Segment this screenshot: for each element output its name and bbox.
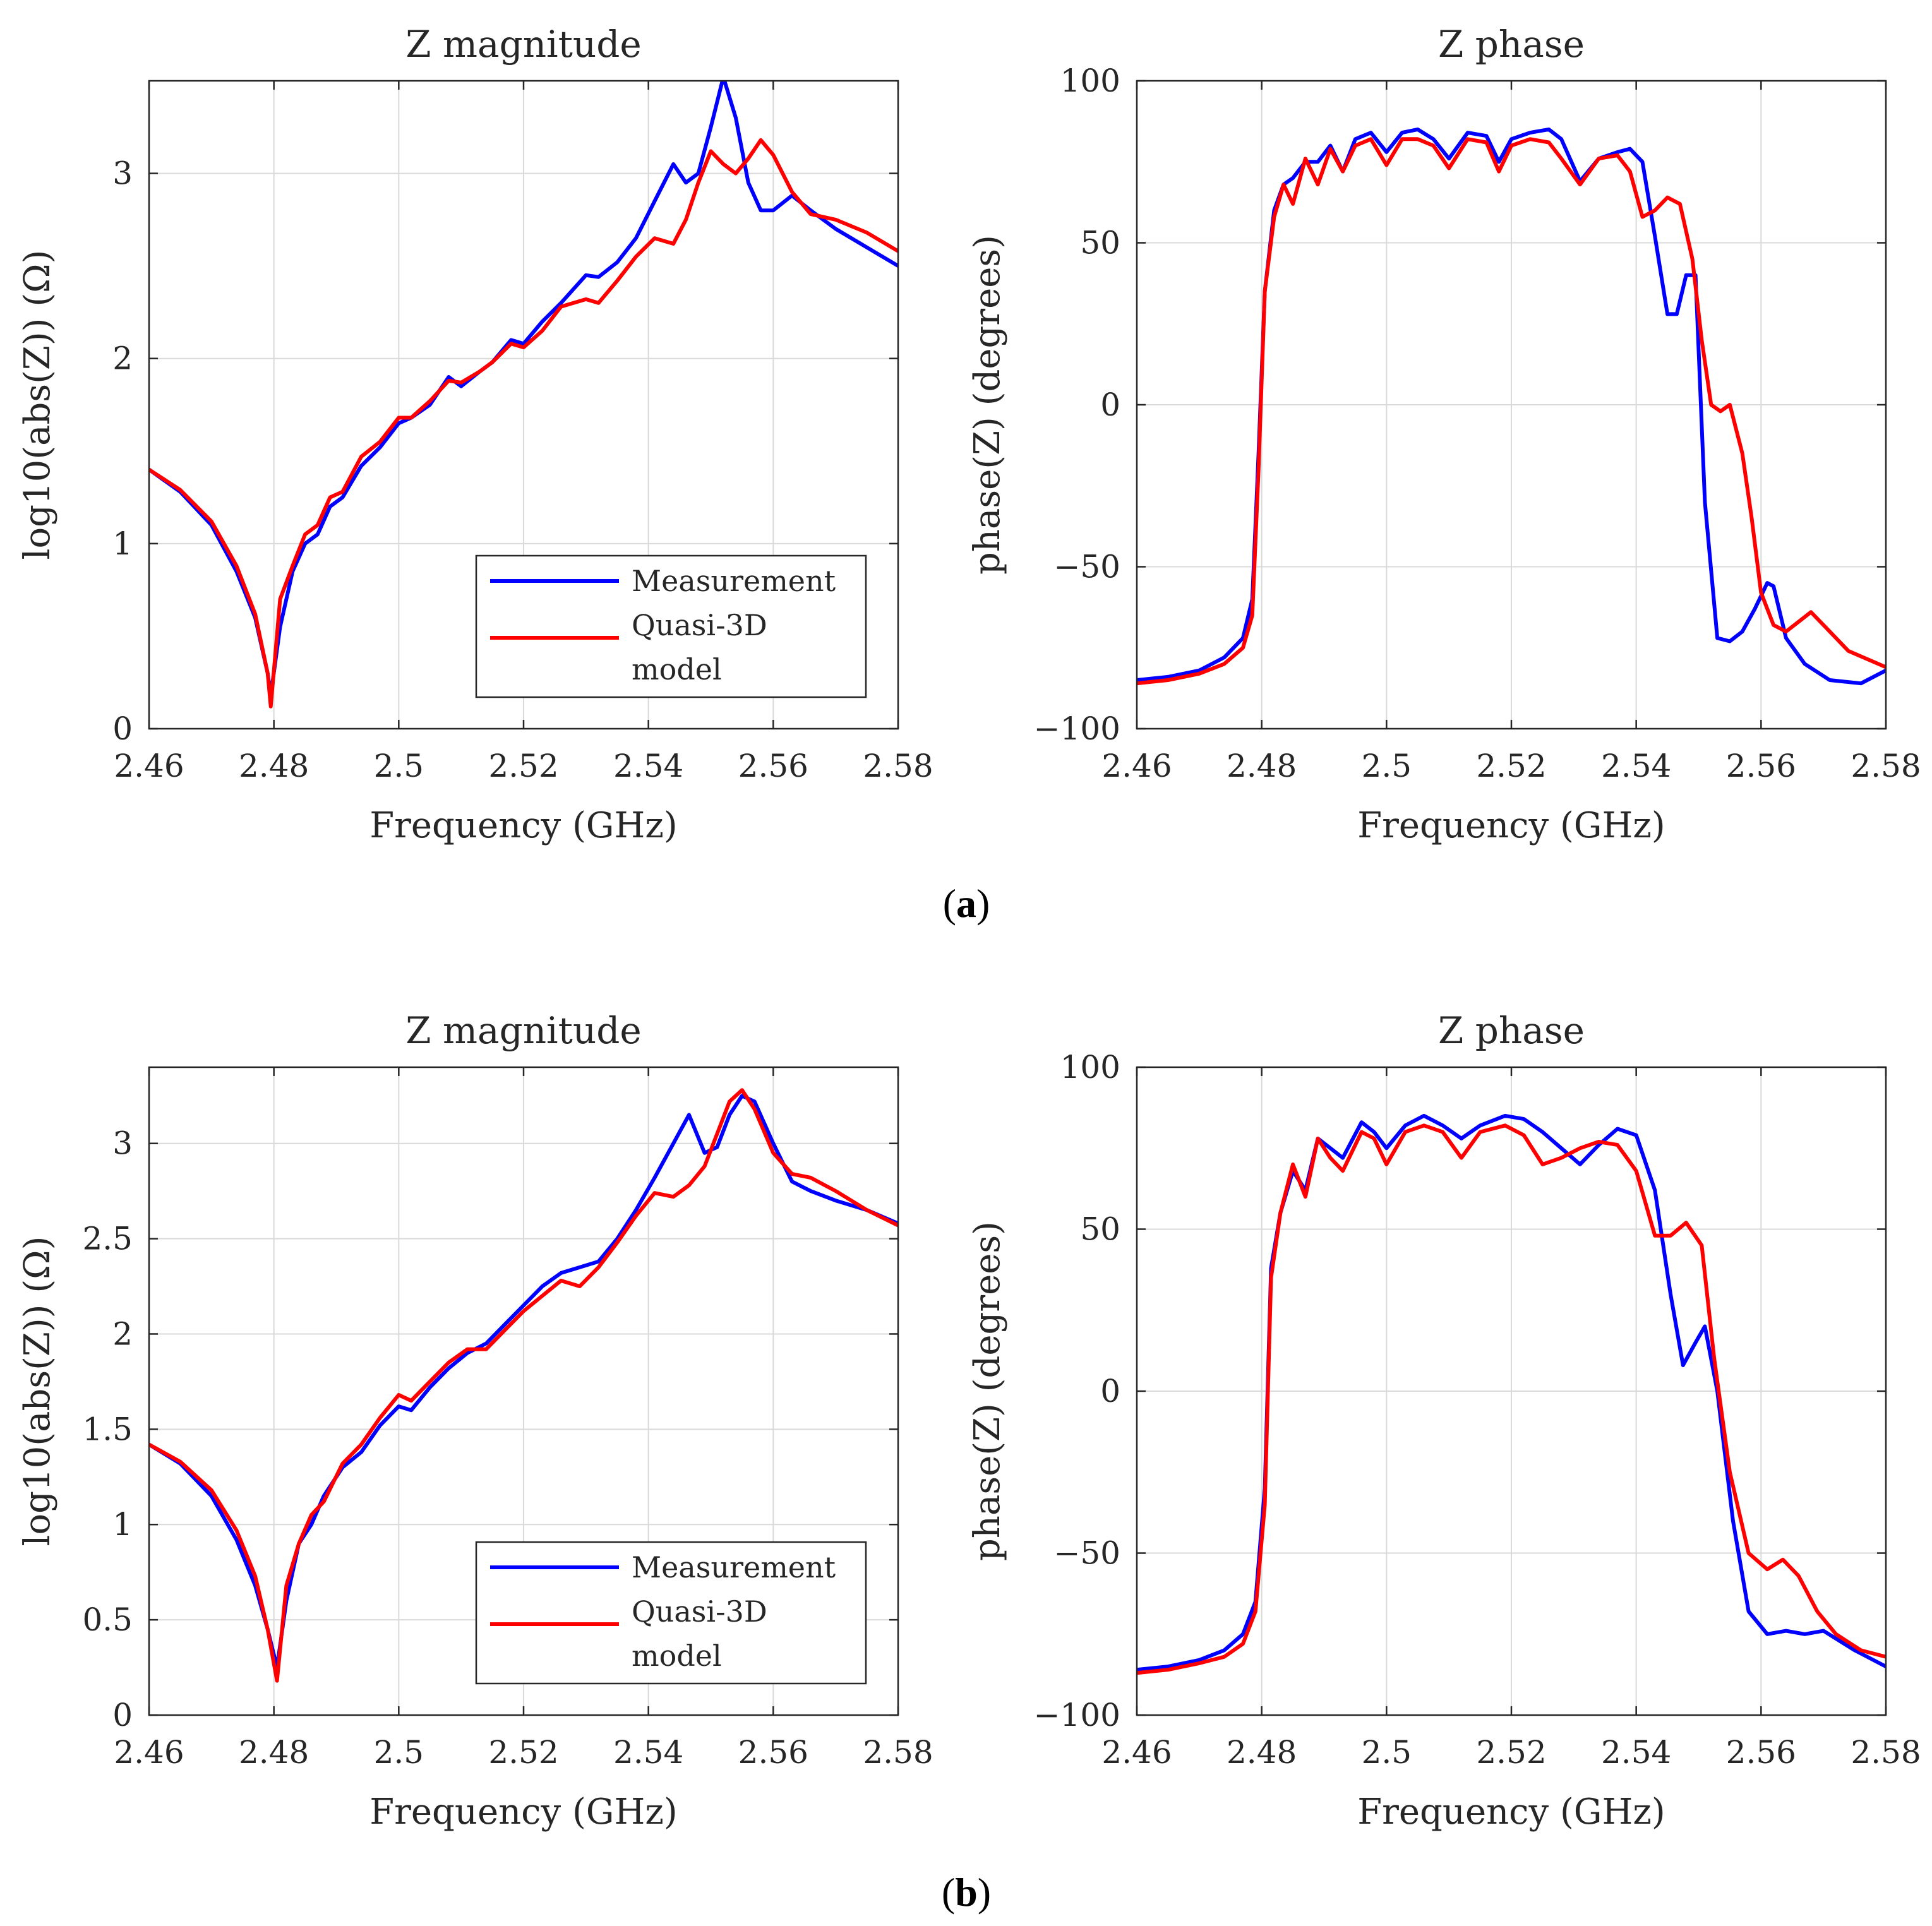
model-line	[1137, 1123, 1886, 1675]
y-tick-label: 0	[112, 710, 133, 747]
x-tick-label: 2.56	[1726, 748, 1796, 784]
y-tick-label: 0.5	[82, 1601, 133, 1638]
y-tick-label: 2	[112, 1315, 133, 1352]
model-line	[1137, 137, 1886, 686]
x-tick-label: 2.58	[1851, 1734, 1921, 1771]
y-tick-label: 0	[1100, 386, 1120, 423]
panel-label-b: (b)	[942, 1870, 991, 1915]
y-tick-label: 100	[1060, 1049, 1120, 1086]
plot-a-magnitude: 2.46 2.48 2.5 2.52 2.54 2.56 2.58 0 1 2 3 Z magnitu…	[17, 23, 933, 846]
y-axis-label: phase(Z) (degrees)	[967, 235, 1008, 575]
x-tick-label: 2.5	[1362, 1734, 1412, 1771]
series-group	[1137, 127, 1886, 686]
y-tick-label: 1	[112, 1506, 133, 1543]
x-tick-label: 2.54	[613, 748, 683, 784]
plot-title: Z phase	[1438, 1009, 1585, 1052]
x-tick-label: 2.52	[488, 1734, 558, 1771]
series-group	[149, 1088, 898, 1683]
y-tick-label: 2	[112, 340, 133, 377]
series-group	[1137, 1113, 1886, 1675]
x-axis-label: Frequency (GHz)	[369, 805, 677, 846]
x-tick-label: 2.48	[239, 1734, 309, 1771]
x-tick-label: 2.5	[374, 1734, 424, 1771]
y-tick-label: −50	[1053, 549, 1120, 585]
model-line	[149, 1088, 898, 1683]
y-axis-label: phase(Z) (degrees)	[967, 1221, 1008, 1561]
plot-a-phase: 2.46 2.48 2.5 2.52 2.54 2.56 2.58 −100 −50 0 50 100…	[967, 23, 1921, 846]
x-tick-label: 2.48	[1227, 748, 1297, 784]
x-axis-label: Frequency (GHz)	[369, 1791, 677, 1833]
plot-b-magnitude: 2.46 2.48 2.5 2.52 2.54 2.56 2.58 0 0.5 1 1.5 2 2.5 3…	[17, 1009, 933, 1833]
x-axis-label: Frequency (GHz)	[1357, 1791, 1665, 1833]
x-axis-label: Frequency (GHz)	[1357, 805, 1665, 846]
legend-label-measurement: Measurement	[632, 1550, 836, 1584]
x-tick-label: 2.58	[1851, 748, 1921, 784]
x-tick-label: 2.54	[1601, 1734, 1671, 1771]
x-tick-label: 2.48	[1227, 1734, 1297, 1771]
x-tick-label: 2.52	[1476, 1734, 1546, 1771]
x-tick-label: 2.48	[239, 748, 309, 784]
x-tick-label: 2.56	[1726, 1734, 1796, 1771]
y-tick-label: 1	[112, 525, 133, 562]
y-axis-label: log10(abs(Z)) (Ω)	[17, 250, 58, 560]
x-tick-label: 2.56	[738, 1734, 808, 1771]
model-line	[149, 138, 898, 709]
x-tick-label: 2.46	[114, 1734, 184, 1771]
plot-title: Z phase	[1438, 23, 1585, 66]
x-tick-label: 2.56	[738, 748, 808, 784]
y-tick-label: 3	[112, 155, 133, 192]
x-tick-label: 2.5	[374, 748, 424, 784]
x-tick-label: 2.58	[863, 1734, 933, 1771]
y-axis-label: log10(abs(Z)) (Ω)	[17, 1236, 58, 1546]
x-tick-label: 2.52	[488, 748, 558, 784]
y-tick-label: 0	[112, 1697, 133, 1733]
series-group	[149, 81, 898, 709]
y-tick-label: −100	[1034, 710, 1120, 747]
x-tick-label: 2.54	[613, 1734, 683, 1771]
plot-b-phase: 2.46 2.48 2.5 2.52 2.54 2.56 2.58 −100 −50 0 50 100…	[967, 1009, 1921, 1833]
legend-label-measurement: Measurement	[632, 564, 836, 598]
x-tick-label: 2.46	[1101, 1734, 1172, 1771]
y-tick-label: 50	[1080, 1211, 1120, 1248]
x-tick-label: 2.58	[863, 748, 933, 784]
y-tick-label: 2.5	[82, 1221, 133, 1257]
y-tick-label: 0	[1100, 1373, 1120, 1409]
legend: Measurement Quasi-3D model	[475, 1541, 867, 1685]
x-tick-label: 2.46	[1101, 748, 1172, 784]
y-tick-label: 1.5	[82, 1411, 133, 1447]
x-tick-label: 2.46	[114, 748, 184, 784]
x-tick-label: 2.52	[1476, 748, 1546, 784]
y-tick-label: 100	[1060, 63, 1120, 99]
panel-label-a: (a)	[943, 881, 990, 926]
plot-title: Z magnitude	[405, 1009, 641, 1052]
legend-label-model: Quasi-3D model	[632, 1594, 767, 1673]
y-tick-label: −50	[1053, 1535, 1120, 1572]
y-tick-label: −100	[1034, 1697, 1120, 1733]
legend: Measurement Quasi-3D model	[475, 554, 867, 698]
x-tick-label: 2.5	[1362, 748, 1412, 784]
legend-label-model: Quasi-3D model	[632, 608, 767, 686]
x-tick-label: 2.54	[1601, 748, 1671, 784]
plot-title: Z magnitude	[405, 23, 641, 66]
y-tick-label: 3	[112, 1125, 133, 1162]
y-tick-label: 50	[1080, 225, 1120, 261]
